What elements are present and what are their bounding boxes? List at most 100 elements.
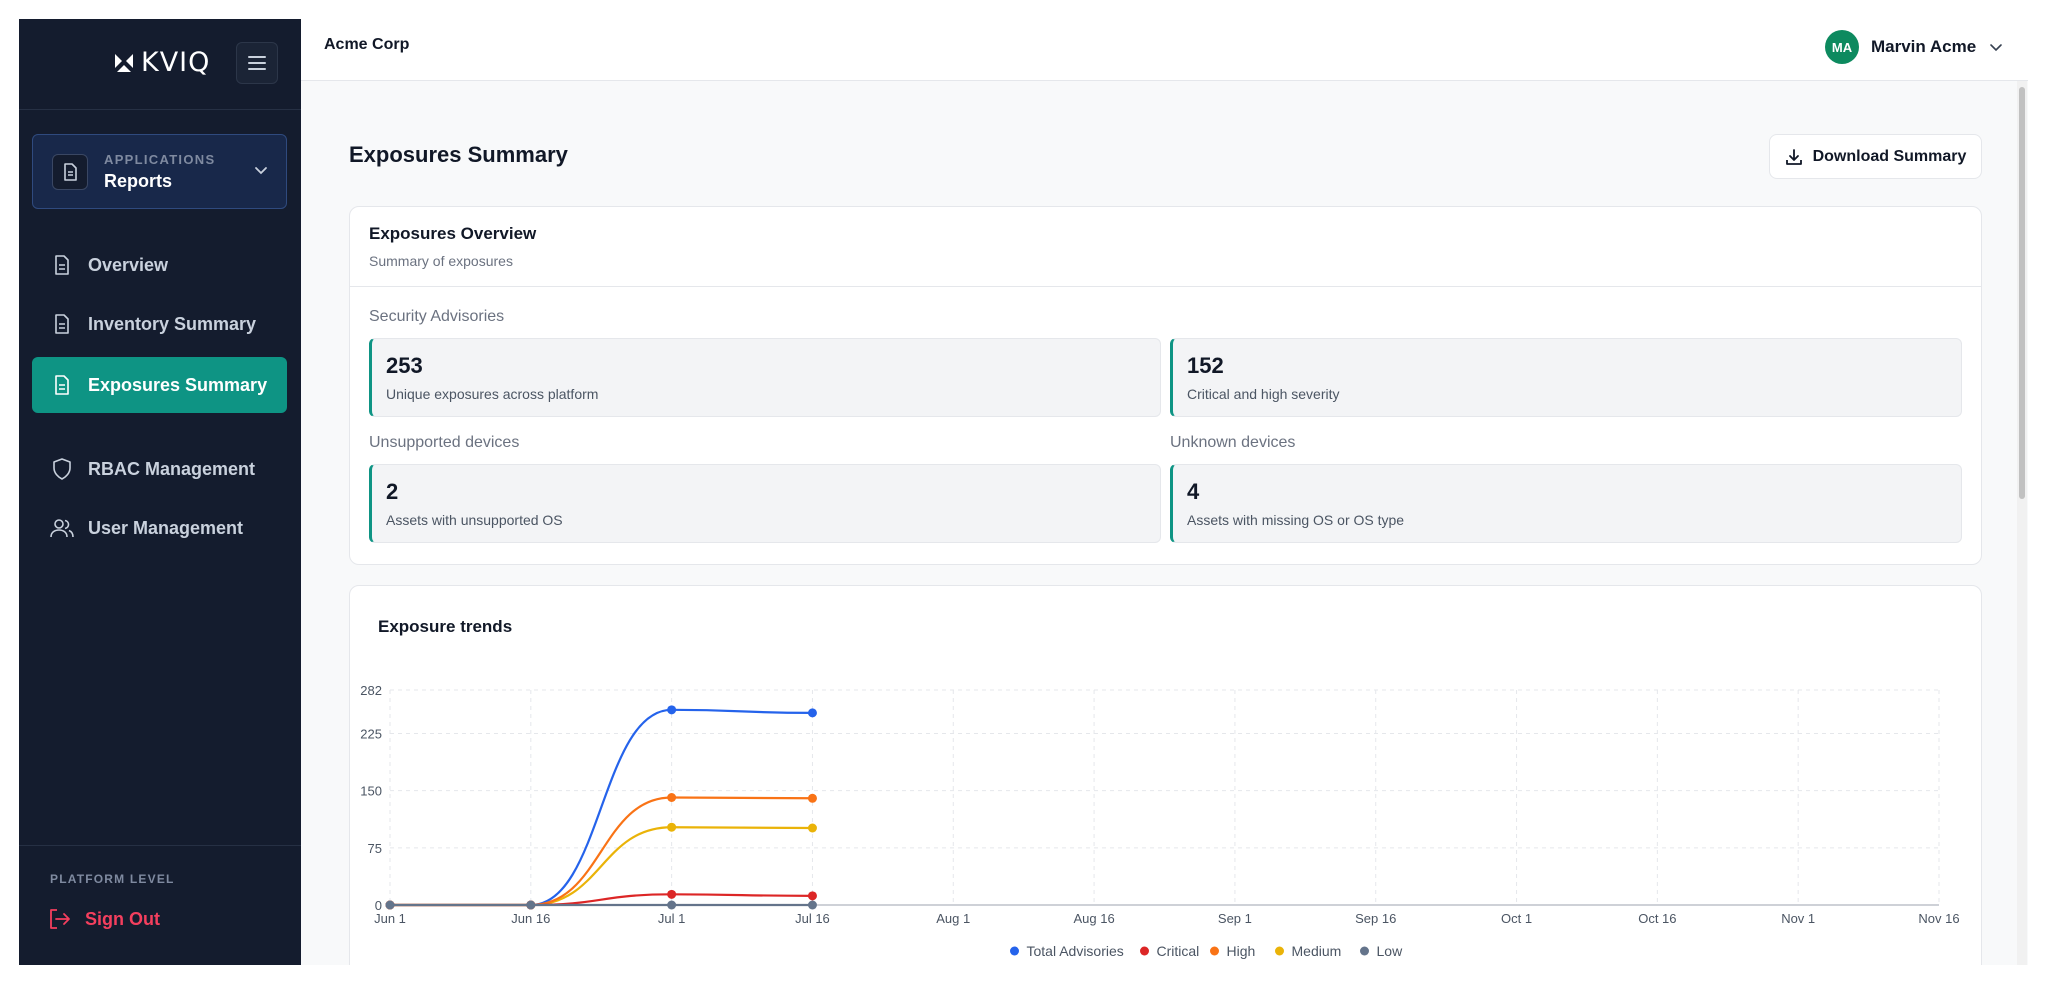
application-selector[interactable]: APPLICATIONS Reports	[32, 134, 287, 209]
scrollbar[interactable]	[2017, 81, 2027, 965]
exposure-trends-card: Exposure trends 0 75 150 225 282 Jun 1 Jun 16 J…	[349, 585, 1982, 965]
platform-level-caption: PLATFORM LEVEL	[50, 872, 175, 886]
sidebar-item-label: User Management	[88, 517, 244, 538]
legend-marker	[1210, 946, 1219, 956]
sidebar-item-overview[interactable]: Overview	[32, 237, 287, 293]
sidebar-item-inventory-summary[interactable]: Inventory Summary	[32, 296, 287, 352]
stat-value: 2	[386, 479, 399, 504]
card-header: Exposures Overview Summary of exposures	[350, 207, 1981, 287]
x-tick-label: Oct 16	[1638, 911, 1676, 926]
legend-label: High	[1227, 943, 1256, 959]
topbar: Acme Corp MA Marvin Acme	[301, 19, 2028, 81]
stat-value: 4	[1187, 479, 1200, 504]
sidebar-item-label: Inventory Summary	[88, 313, 257, 334]
series-line-high	[389, 796, 813, 907]
chevron-down-icon	[255, 167, 267, 175]
application-caption: APPLICATIONS	[104, 152, 216, 167]
legend-marker	[1140, 946, 1149, 956]
y-tick-label: 75	[368, 841, 382, 856]
users-icon	[50, 516, 74, 540]
file-icon	[50, 253, 74, 277]
file-icon	[50, 373, 74, 397]
exposure-trends-chart: 0 75 150 225 282 Jun 1 Jun 16 Jul 1 Jul 16 Aug 1 A…	[360, 683, 1959, 959]
x-tick-label: Aug 16	[1073, 911, 1114, 926]
x-tick-label: Jun 1	[374, 911, 406, 926]
card-subtitle: Summary of exposures	[369, 253, 513, 269]
data-point	[807, 823, 817, 833]
sidebar-item-rbac-management[interactable]: RBAC Management	[32, 441, 287, 497]
sidebar-item-label: Overview	[88, 254, 169, 275]
app-window: KVIQ APPLICATIONS Reports	[19, 19, 2028, 965]
data-point	[385, 900, 395, 910]
sidebar-item-user-management[interactable]: User Management	[32, 500, 287, 556]
stat-card-unique-exposures: 253 Unique exposures across platform	[369, 338, 1161, 417]
logo-mark-icon	[115, 53, 133, 72]
x-tick-label: Nov 1	[1781, 911, 1815, 926]
download-summary-button[interactable]: Download Summary	[1769, 134, 1982, 179]
data-point	[667, 822, 677, 832]
organization-name: Acme Corp	[324, 36, 410, 53]
sidebar-footer: PLATFORM LEVEL Sign Out	[19, 845, 301, 965]
y-tick-label: 0	[375, 898, 382, 913]
x-tick-label: Sep 16	[1355, 911, 1396, 926]
data-point	[526, 900, 536, 910]
logo-text: KVIQ	[141, 47, 211, 78]
sidebar-item-label: RBAC Management	[88, 458, 256, 479]
stat-card-unsupported-os: 2 Assets with unsupported OS	[369, 464, 1161, 543]
stat-description: Assets with unsupported OS	[386, 512, 563, 528]
stat-value: 152	[1187, 353, 1224, 378]
sign-out-icon	[50, 909, 70, 929]
app-icon	[52, 154, 88, 190]
card-title: Exposures Overview	[369, 224, 537, 243]
legend-label: Critical	[1157, 943, 1200, 959]
chevron-down-icon	[1990, 44, 2002, 52]
x-tick-label: Jul 16	[795, 911, 830, 926]
stat-card-critical-high: 152 Critical and high severity	[1170, 338, 1962, 417]
page-title: Exposures Summary	[349, 142, 568, 167]
data-point	[807, 793, 817, 803]
series-line-medium	[389, 826, 813, 907]
x-tick-label: Jun 16	[511, 911, 550, 926]
series-line-critical	[389, 893, 813, 907]
document-icon	[64, 163, 77, 181]
download-icon	[1785, 148, 1802, 165]
legend-label: Total Advisories	[1027, 943, 1124, 959]
sidebar-item-label: Exposures Summary	[88, 374, 268, 395]
legend-marker	[1010, 946, 1019, 956]
legend-marker	[1360, 946, 1369, 956]
data-point	[807, 708, 817, 718]
data-point	[807, 900, 817, 910]
x-tick-label: Jul 1	[658, 911, 685, 926]
user-menu[interactable]: MA Marvin Acme	[1825, 30, 2004, 64]
section-label-unknown-devices: Unknown devices	[1170, 434, 1296, 451]
series-line-total-advisories	[389, 708, 813, 907]
sidebar-item-exposures-summary[interactable]: Exposures Summary	[32, 357, 287, 413]
x-tick-label: Sep 1	[1218, 911, 1252, 926]
file-icon	[50, 312, 74, 336]
application-name: Reports	[104, 171, 173, 191]
x-tick-label: Aug 1	[936, 911, 970, 926]
stat-description: Critical and high severity	[1187, 386, 1340, 402]
avatar: MA	[1825, 30, 1859, 64]
sign-out-button[interactable]: Sign Out	[48, 908, 160, 930]
y-tick-label: 225	[360, 726, 382, 741]
y-tick-label: 150	[360, 784, 382, 799]
download-summary-label: Download Summary	[1812, 147, 1967, 165]
shield-icon	[50, 457, 74, 481]
data-point	[667, 900, 677, 910]
hamburger-icon	[248, 56, 266, 70]
legend-label: Low	[1377, 943, 1404, 959]
scrollbar-thumb[interactable]	[2019, 87, 2025, 499]
user-name: Marvin Acme	[1871, 37, 1977, 56]
menu-toggle-button[interactable]	[236, 42, 278, 84]
legend-label: Medium	[1292, 943, 1342, 959]
section-label-unsupported-devices: Unsupported devices	[369, 434, 520, 451]
data-point	[667, 705, 677, 715]
chart-title: Exposure trends	[378, 617, 513, 636]
y-tick-label: 282	[360, 683, 382, 698]
stat-description: Unique exposures across platform	[386, 386, 599, 402]
section-label-security-advisories: Security Advisories	[369, 308, 505, 325]
logo[interactable]: KVIQ	[113, 47, 210, 78]
stat-card-missing-os: 4 Assets with missing OS or OS type	[1170, 464, 1962, 543]
x-tick-label: Nov 16	[1918, 911, 1959, 926]
